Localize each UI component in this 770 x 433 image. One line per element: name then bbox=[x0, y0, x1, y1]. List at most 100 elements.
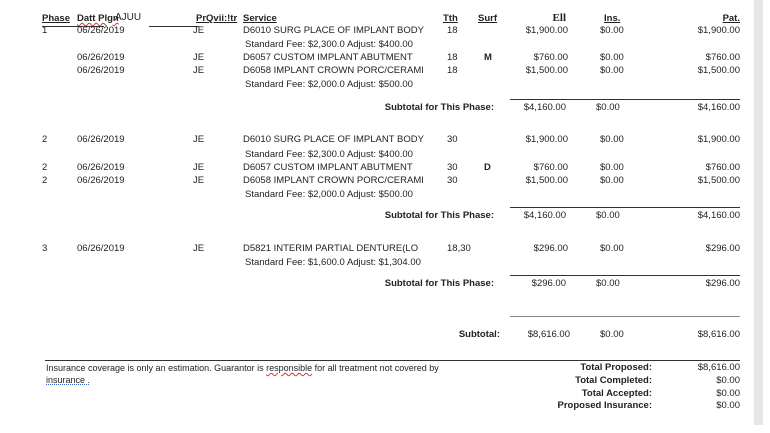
insurance-amount: $0.00 bbox=[600, 52, 624, 63]
provider: JE bbox=[193, 52, 205, 63]
standard-fee-note: Standard Fee: $2,000.0 Adjust: $500.00 bbox=[245, 79, 413, 90]
total-value: $0.00 bbox=[716, 375, 740, 386]
plan-date: 06/26/2019 bbox=[77, 175, 125, 186]
plan-date: 06/26/2019 bbox=[77, 162, 125, 173]
phase-subtotal-ins: $0.00 bbox=[596, 102, 620, 113]
tooth-number: 18 bbox=[447, 25, 458, 36]
service-description: D6010 SURG PLACE OF IMPLANT BODY bbox=[243, 134, 424, 145]
tooth-number: 30 bbox=[447, 175, 458, 186]
service-description: D6058 IMPLANT CROWN PORC/CERAMI bbox=[243, 175, 424, 186]
patient-amount: $1,900.00 bbox=[697, 25, 740, 36]
header-pat: Pat. bbox=[722, 13, 740, 24]
service-description: D6010 SURG PLACE OF IMPLANT BODY bbox=[243, 25, 424, 36]
subtotal-fee: $8,616.00 bbox=[527, 329, 570, 340]
total-value: $0.00 bbox=[716, 388, 740, 399]
header-extra: AJUU bbox=[115, 12, 142, 23]
provider: JE bbox=[193, 175, 205, 186]
provider: JE bbox=[193, 243, 205, 254]
phase-subtotal-label: Subtotal for This Phase: bbox=[384, 102, 494, 113]
fee-amount: $1,900.00 bbox=[525, 134, 568, 145]
disclaimer-line2: insurance . bbox=[46, 375, 91, 385]
phase-number: 2 bbox=[42, 175, 48, 186]
header-underline bbox=[42, 26, 104, 27]
header-date: Datt Plgn bbox=[77, 13, 119, 24]
header-phase: Phase bbox=[42, 13, 70, 24]
insurance-amount: $0.00 bbox=[600, 243, 624, 254]
tooth-number: 18,30 bbox=[447, 243, 471, 254]
disclaimer-text: Insurance coverage is only an estimation… bbox=[46, 362, 439, 374]
phase-subtotal-ins: $0.00 bbox=[596, 278, 620, 289]
phase-subtotal-fee: $4,160.00 bbox=[523, 210, 566, 221]
fee-amount: $1,500.00 bbox=[525, 175, 568, 186]
total-label: Total Proposed: bbox=[580, 362, 652, 373]
fee-amount: $1,900.00 bbox=[525, 25, 568, 36]
provider: JE bbox=[193, 65, 205, 76]
subtotal-line bbox=[510, 316, 740, 317]
header-service: Service bbox=[243, 13, 277, 24]
phase-number: 3 bbox=[42, 243, 48, 254]
tooth-number: 18 bbox=[447, 52, 458, 63]
plan-date: 06/26/2019 bbox=[77, 52, 125, 63]
phase-subtotal-ins: $0.00 bbox=[596, 210, 620, 221]
phase-number: 1 bbox=[42, 25, 48, 36]
plan-date: 06/26/2019 bbox=[77, 65, 125, 76]
total-label: Total Accepted: bbox=[581, 388, 652, 399]
standard-fee-note: Standard Fee: $1,600.0 Adjust: $1,304.00 bbox=[245, 257, 421, 268]
patient-amount: $296.00 bbox=[705, 243, 740, 254]
patient-amount: $760.00 bbox=[705, 52, 740, 63]
total-label: Total Completed: bbox=[575, 375, 652, 386]
fee-amount: $1,500.00 bbox=[525, 65, 568, 76]
phase-subtotal-pat: $296.00 bbox=[705, 278, 740, 289]
tooth-number: 18 bbox=[447, 65, 458, 76]
subtotal-ins: $0.00 bbox=[600, 329, 624, 340]
header-fee: Ell bbox=[552, 12, 566, 24]
patient-amount: $760.00 bbox=[705, 162, 740, 173]
phase-number: 2 bbox=[42, 162, 48, 173]
service-description: D5821 INTERIM PARTIAL DENTURE(LO bbox=[243, 243, 419, 254]
insurance-amount: $0.00 bbox=[600, 162, 624, 173]
plan-date: 06/26/2019 bbox=[77, 25, 125, 36]
total-value: $8,616.00 bbox=[697, 362, 740, 373]
scrollbar[interactable] bbox=[754, 0, 763, 425]
patient-amount: $1,500.00 bbox=[697, 175, 740, 186]
patient-amount: $1,500.00 bbox=[697, 65, 740, 76]
fee-amount: $296.00 bbox=[533, 243, 568, 254]
provider: JE bbox=[193, 162, 205, 173]
header-ins: Ins. bbox=[604, 13, 621, 24]
surface: M bbox=[484, 52, 492, 63]
fee-amount: $760.00 bbox=[533, 52, 568, 63]
standard-fee-note: Standard Fee: $2,300.0 Adjust: $400.00 bbox=[245, 39, 413, 50]
phase-subtotal-line bbox=[510, 99, 740, 100]
header-surf: Surf bbox=[478, 13, 497, 24]
header-tooth: Tth bbox=[443, 13, 458, 24]
subtotal-pat: $8,616.00 bbox=[697, 329, 740, 340]
service-description: D6058 IMPLANT CROWN PORC/CERAMI bbox=[243, 65, 424, 76]
tooth-number: 30 bbox=[447, 134, 458, 145]
phase-subtotal-label: Subtotal for This Phase: bbox=[384, 210, 494, 221]
subtotal-label: Subtotal: bbox=[458, 329, 500, 340]
phase-subtotal-fee: $296.00 bbox=[531, 278, 566, 289]
service-description: D6057 CUSTOM IMPLANT ABUTMENT bbox=[243, 162, 413, 173]
standard-fee-note: Standard Fee: $2,300.0 Adjust: $400.00 bbox=[245, 149, 413, 160]
phase-subtotal-pat: $4,160.00 bbox=[697, 210, 740, 221]
fee-amount: $760.00 bbox=[533, 162, 568, 173]
phase-subtotal-label: Subtotal for This Phase: bbox=[384, 278, 494, 289]
surface: D bbox=[484, 162, 491, 173]
provider: JE bbox=[193, 25, 205, 36]
phase-subtotal-fee: $4,160.00 bbox=[523, 102, 566, 113]
service-description: D6057 CUSTOM IMPLANT ABUTMENT bbox=[243, 52, 413, 63]
tooth-number: 30 bbox=[447, 162, 458, 173]
total-value: $0.00 bbox=[716, 400, 740, 411]
footer-divider bbox=[45, 360, 740, 361]
disclaimer-part: responsible bbox=[266, 363, 313, 373]
plan-date: 06/26/2019 bbox=[77, 243, 125, 254]
phase-subtotal-line bbox=[510, 207, 740, 208]
standard-fee-note: Standard Fee: $2,000.0 Adjust: $500.00 bbox=[245, 189, 413, 200]
insurance-amount: $0.00 bbox=[600, 65, 624, 76]
patient-amount: $1,900.00 bbox=[697, 134, 740, 145]
header-underline bbox=[149, 26, 199, 27]
insurance-amount: $0.00 bbox=[600, 134, 624, 145]
provider: JE bbox=[193, 134, 205, 145]
plan-date: 06/26/2019 bbox=[77, 134, 125, 145]
phase-number: 2 bbox=[42, 134, 48, 145]
